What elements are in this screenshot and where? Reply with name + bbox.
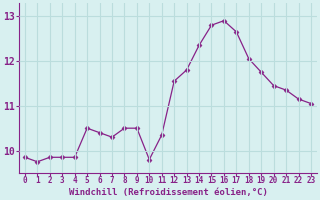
X-axis label: Windchill (Refroidissement éolien,°C): Windchill (Refroidissement éolien,°C) <box>68 188 268 197</box>
